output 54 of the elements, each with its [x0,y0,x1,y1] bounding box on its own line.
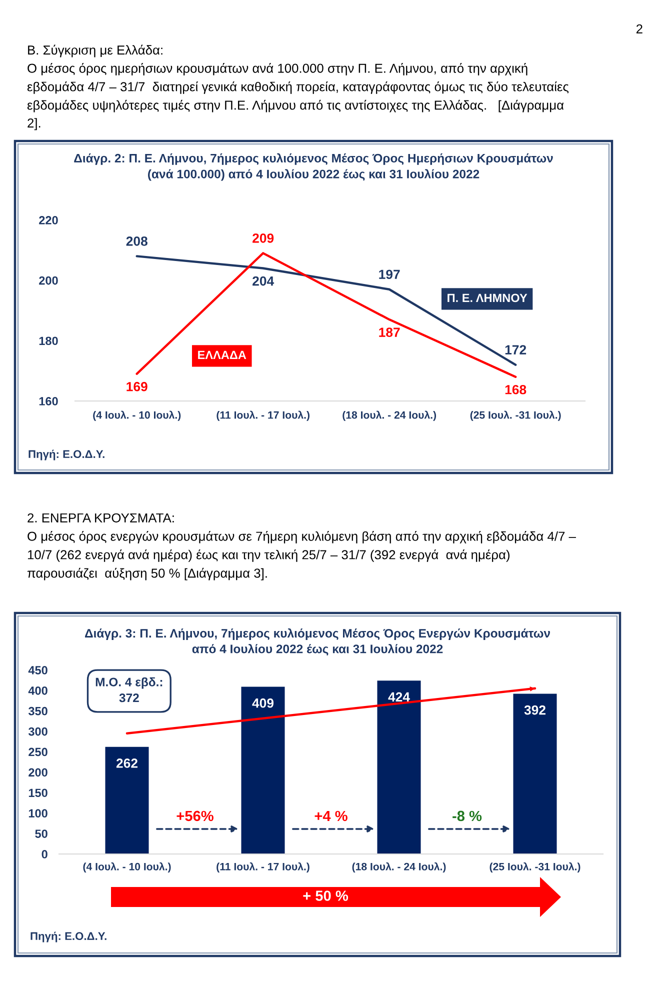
y-tick-label: 200 [28,768,48,777]
x-tick-label: (4 Ιουλ. - 10 Ιουλ.) [93,410,181,421]
y-tick-label: 180 [39,336,58,346]
y-tick-label: 50 [35,830,48,838]
data-label: 187 [379,328,400,337]
y-tick-label: 350 [28,706,48,716]
y-tick-label: 450 [28,666,48,674]
y-tick-label: 300 [28,727,48,736]
data-label: 204 [252,276,274,286]
bar [241,686,285,854]
data-label: 168 [505,384,526,394]
data-label: 262 [116,758,138,768]
x-tick-label: (18 Ιουλ. - 24 Ιουλ.) [352,862,446,872]
text: + 50 % [303,890,348,901]
y-tick-label: 150 [28,788,48,798]
data-label: 208 [126,236,148,246]
data-label: 409 [252,698,274,708]
y-tick-label: 100 [28,809,48,818]
data-label: 424 [388,692,410,702]
x-tick-label: (4 Ιουλ. - 10 Ιουλ.) [83,862,171,872]
annotation: +56% [176,810,214,822]
y-tick-label: 160 [39,397,58,406]
y-tick-label: 400 [28,686,48,695]
x-tick-label: (25 Ιουλ. -31 Ιουλ.) [490,862,580,872]
x-tick-label: (18 Ιουλ. - 24 Ιουλ.) [342,410,436,421]
annotation: -8 % [452,810,482,822]
chart-title: Διάγρ. 3: Π. Ε. Λήμνου, 7ήμερος κυλιόμενος Μέσος Όρος Ενεργών Κρουσμάτων από 4 Ιουλίου 2022 έως και 31 Ιουλίου 2022 [85,628,550,656]
text: Πηγή: Ε.Ο.Δ.Υ. [28,450,104,460]
y-tick-label: 200 [39,276,58,285]
bar [105,746,149,854]
series-label: Π. Ε. ΛΗΜΝΟΥ [448,294,528,302]
x-tick-label: (25 Ιουλ. -31 Ιουλ.) [470,410,561,421]
annotation: +4 % [314,810,348,822]
chart-title: Διάγρ. 2: Π. Ε. Λήμνου, 7ήμερος κυλιόμενος Μέσος Όρος Ημερήσιων Κρουσμάτων (ανά 100.000) από 4 Ιουλίου 2022 έως και 31 Ιουλίου 2022 [74,153,553,181]
data-label: 197 [379,270,400,280]
text: Β. Σύγκριση με Ελλάδα: [28,44,162,58]
y-tick-label: 250 [28,748,48,756]
data-label: 172 [505,345,526,354]
data-label: 209 [252,233,274,243]
text: 2 [636,24,642,34]
x-tick-label: (11 Ιουλ. - 17 Ιουλ.) [216,862,310,872]
data-label: 392 [524,705,546,715]
bar [513,694,557,854]
y-tick-label: 220 [39,216,58,224]
y-tick-label: 0 [42,850,48,858]
text: ΕΛΛΑΔΑ [198,350,246,359]
text: 2. ΕΝΕΡΓΑ ΚΡΟΥΣΜΑΤΑ: [28,513,174,522]
bar [377,680,421,854]
x-tick-label: (11 Ιουλ. - 17 Ιουλ.) [216,410,310,421]
data-label: 169 [126,382,148,392]
text: Ο μέσος όρος ενεργών κρουσμάτων σε 7ήμερη κυλιόμενη βάση από την αρχική εβδομάδα 4/7 – 10/7 (262 ενεργά ανά ημέρα) έως και την τελική 25/7 – 31/7 (392 ενεργά ανά ημέρα) παρουσιάζει αύξηση 50 % [Διάγραμμα 3]. [28,531,576,580]
text: Ο μέσος όρος ημερήσιων κρουσμάτων ανά 100.000 στην Π. Ε. Λήμνου, από την αρχική εβδομάδα 4/7 – 31/7 διατηρεί γενικά καθοδική πορεία, καταγράφοντας όμως τις δύο τελευταίες εβδομάδες υψηλότερες τιμές στην Π.Ε. Λήμνου από τις αντίστοιχες της Ελλάδας. [Διάγραμμα 2]. [27,63,569,130]
text: Πηγή: Ε.Ο.Δ.Υ. [30,932,106,942]
annotation: Μ.Ο. 4 εβδ.: 372 [96,677,162,702]
